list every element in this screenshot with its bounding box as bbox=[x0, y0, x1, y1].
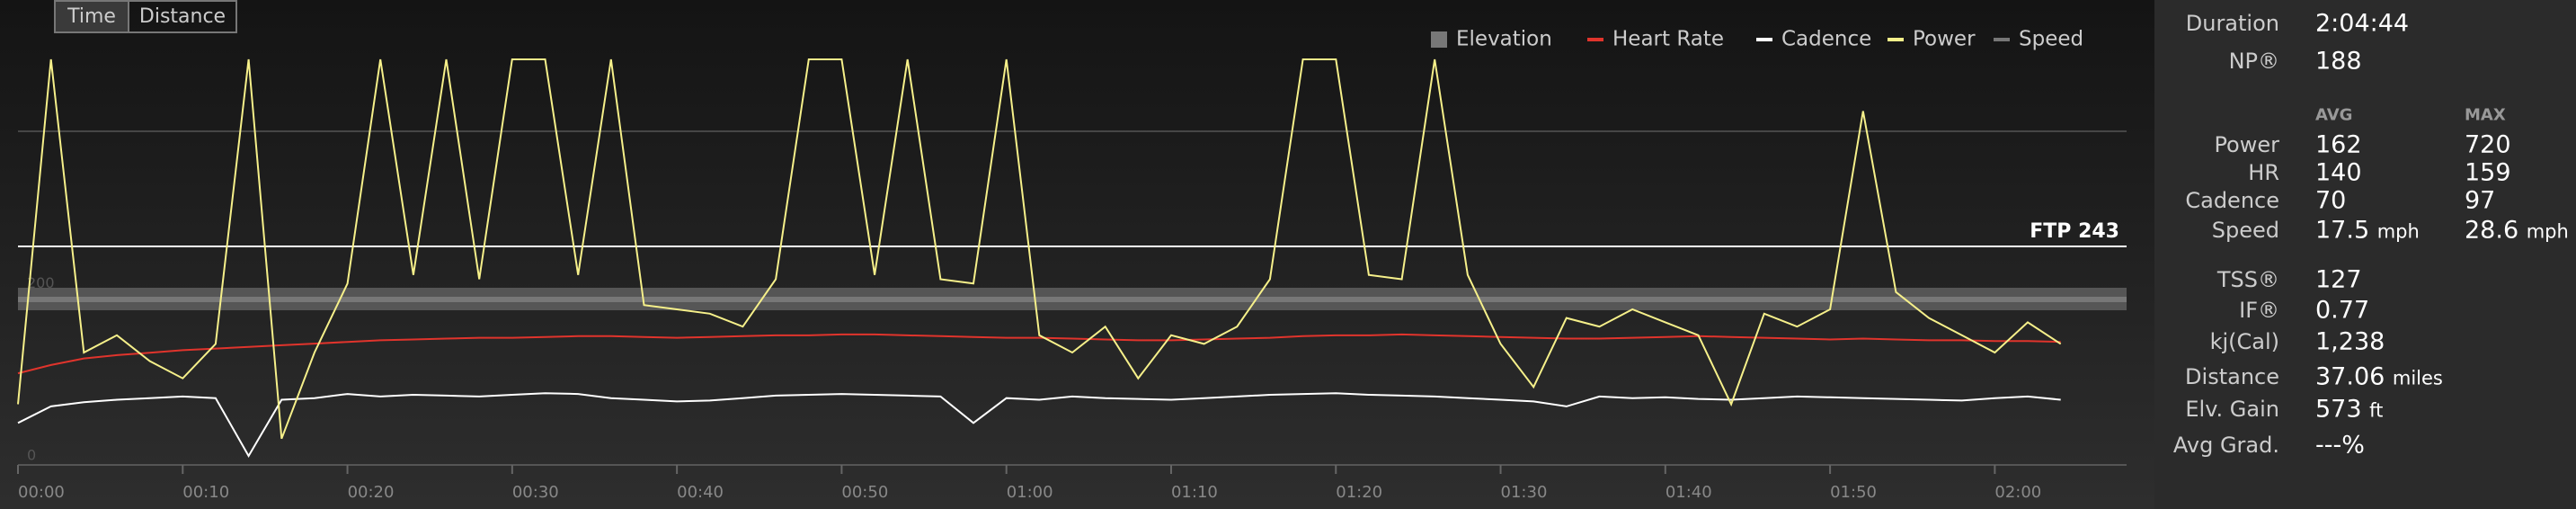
column-header: AVG bbox=[2315, 105, 2353, 125]
stat-value: 159 bbox=[2465, 159, 2511, 187]
unit: mph bbox=[2526, 220, 2569, 243]
value: 97 bbox=[2465, 186, 2496, 215]
stat-value: 188 bbox=[2315, 48, 2362, 76]
stat-value: 37.06 miles bbox=[2315, 363, 2443, 391]
x-tick-label: 00:40 bbox=[677, 483, 724, 502]
legend-label: Elevation bbox=[1456, 28, 1552, 51]
value: 0.77 bbox=[2315, 296, 2370, 325]
stat-value: 720 bbox=[2465, 131, 2511, 159]
stats-panel: Duration 2:04:44 NP® 188 AVG MAX Power 162 720 HR… bbox=[2154, 0, 2576, 509]
value: 159 bbox=[2465, 158, 2511, 187]
x-tick-label: 01:20 bbox=[1336, 483, 1382, 502]
value: 2:04:44 bbox=[2315, 9, 2410, 38]
value: 1,238 bbox=[2315, 327, 2385, 356]
series-line bbox=[17, 58, 2062, 440]
value: 70 bbox=[2315, 186, 2347, 215]
stat-label: Elv. Gain bbox=[2185, 397, 2279, 422]
stat-label: HR bbox=[2248, 160, 2279, 185]
value: 17.5 bbox=[2315, 216, 2370, 245]
stat-value: 0.77 bbox=[2315, 297, 2369, 325]
x-tick-label: 01:40 bbox=[1666, 483, 1712, 502]
x-tick-label: 00:30 bbox=[512, 483, 559, 502]
stat-value: 28.6 mph bbox=[2465, 217, 2569, 245]
legend-label: Speed bbox=[2019, 28, 2083, 51]
unit: miles bbox=[2392, 367, 2443, 389]
x-tick-label: 00:00 bbox=[18, 483, 65, 502]
stat-value: 162 bbox=[2315, 131, 2362, 159]
stat-label: NP® bbox=[2228, 49, 2279, 74]
x-tick-label: 01:00 bbox=[1007, 483, 1053, 502]
series-line bbox=[17, 333, 2061, 375]
y-tick-label: 0 bbox=[27, 447, 36, 464]
legend-label: Power bbox=[1913, 28, 1976, 51]
x-tick-label: 00:50 bbox=[841, 483, 888, 502]
unit: ft bbox=[2369, 399, 2384, 422]
series-line bbox=[17, 392, 2061, 458]
stat-value: 17.5 mph bbox=[2315, 217, 2420, 245]
stat-label: Speed bbox=[2211, 218, 2279, 243]
stat-label: Avg Grad. bbox=[2172, 433, 2279, 458]
unit: mph bbox=[2376, 220, 2420, 243]
legend-marker bbox=[1431, 31, 1447, 48]
ftp-label: FTP 243 bbox=[2030, 220, 2119, 243]
chart: 0 200 00:00 00:10 00:20 00:30 00:40 00:50 01:00 0… bbox=[0, 0, 2154, 509]
value: 720 bbox=[2465, 130, 2511, 159]
stat-value: 1,238 bbox=[2315, 328, 2385, 356]
value: 162 bbox=[2315, 130, 2362, 159]
x-tick-label: 01:50 bbox=[1830, 483, 1877, 502]
value: 37.06 bbox=[2315, 362, 2385, 391]
stat-value: 573 ft bbox=[2315, 396, 2383, 424]
value: 28.6 bbox=[2465, 216, 2519, 245]
legend-label: Cadence bbox=[1781, 28, 1871, 51]
x-tick-label: 01:10 bbox=[1171, 483, 1218, 502]
value: 188 bbox=[2315, 47, 2362, 76]
legend-label: Heart Rate bbox=[1612, 28, 1724, 51]
x-tick-label: 00:20 bbox=[348, 483, 395, 502]
value: 140 bbox=[2315, 158, 2362, 187]
x-tick-label: 02:00 bbox=[1994, 483, 2041, 502]
value: ---% bbox=[2315, 431, 2365, 460]
value: 127 bbox=[2315, 265, 2362, 294]
stat-label: kj(Cal) bbox=[2209, 329, 2279, 354]
stat-label: Duration bbox=[2185, 11, 2279, 36]
tab[interactable]: Distance bbox=[128, 0, 237, 33]
chart-bg bbox=[0, 0, 2154, 509]
zone-band bbox=[18, 288, 2127, 310]
x-tick-label: 01:30 bbox=[1501, 483, 1548, 502]
stat-value: 97 bbox=[2465, 187, 2495, 215]
tab[interactable]: Time bbox=[54, 0, 129, 33]
stat-value: 140 bbox=[2315, 159, 2362, 187]
value: 573 bbox=[2315, 395, 2362, 424]
stat-label: TSS® bbox=[2216, 267, 2279, 292]
zone-band bbox=[18, 297, 2127, 302]
stat-label: Cadence bbox=[2185, 188, 2279, 213]
stat-label: Distance bbox=[2185, 364, 2279, 389]
stat-label: Power bbox=[2214, 132, 2279, 157]
stat-value: 2:04:44 bbox=[2315, 10, 2409, 38]
stat-label: IF® bbox=[2239, 298, 2279, 323]
y-tick-label: 200 bbox=[27, 274, 55, 291]
x-tick-label: 00:10 bbox=[182, 483, 229, 502]
stat-value: ---% bbox=[2315, 432, 2365, 460]
stat-value: 70 bbox=[2315, 187, 2346, 215]
column-header: MAX bbox=[2465, 105, 2506, 125]
stat-value: 127 bbox=[2315, 266, 2362, 294]
